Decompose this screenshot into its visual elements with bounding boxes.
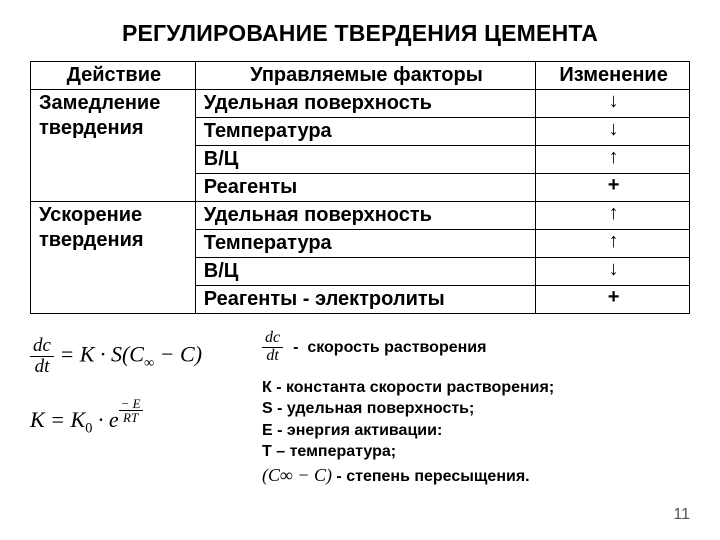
factor-cell: Удельная поверхность bbox=[195, 90, 535, 118]
legend-line: S - удельная поверхность; bbox=[262, 398, 690, 420]
legend: К - константа скорости растворения; S - … bbox=[262, 377, 690, 488]
page-title: РЕГУЛИРОВАНИЕ ТВЕРДЕНИЯ ЦЕМЕНТА bbox=[30, 20, 690, 47]
change-cell: ↑ bbox=[536, 202, 690, 230]
explanation-block: dc dt - скорость растворения К - констан… bbox=[262, 330, 690, 488]
formulas-block: dc dt = K · S(C∞ − C) K = K0 · e− ERT bbox=[30, 330, 240, 437]
change-cell: + bbox=[536, 286, 690, 314]
table-row: Замедление тверденияУдельная поверхность… bbox=[31, 90, 690, 118]
col-header: Изменение bbox=[536, 62, 690, 90]
exp-sign: − bbox=[121, 396, 130, 411]
action-cell: Замедление твердения bbox=[31, 90, 196, 202]
change-cell: ↓ bbox=[536, 118, 690, 146]
factor-cell: Температура bbox=[195, 230, 535, 258]
legend-line: К - константа скорости растворения; bbox=[262, 377, 690, 399]
factor-cell: В/Ц bbox=[195, 146, 535, 174]
rate-equation: dc dt = K · S(C∞ − C) bbox=[30, 336, 240, 377]
legend-expr: (C∞ − C) bbox=[262, 465, 332, 485]
rate-label-row: dc dt - скорость растворения bbox=[262, 330, 690, 365]
arrh-mid: · e bbox=[92, 407, 118, 432]
arrhenius-equation: K = K0 · e− ERT bbox=[30, 407, 240, 437]
sub-inf: ∞ bbox=[144, 355, 154, 371]
bottom-section: dc dt = K · S(C∞ − C) K = K0 · e− ERT dc… bbox=[30, 330, 690, 488]
factor-cell: Реагенты bbox=[195, 174, 535, 202]
col-header: Действие bbox=[31, 62, 196, 90]
factor-cell: Реагенты - электролиты bbox=[195, 286, 535, 314]
change-cell: ↓ bbox=[536, 90, 690, 118]
factor-cell: Удельная поверхность bbox=[195, 202, 535, 230]
legend-line: Е - энергия активации: bbox=[262, 420, 690, 442]
frac-den: dt bbox=[30, 357, 54, 377]
exp-den: RT bbox=[119, 411, 143, 424]
action-cell: Ускорение твердения bbox=[31, 202, 196, 314]
factor-cell: Температура bbox=[195, 118, 535, 146]
arrh-lhs: K = K bbox=[30, 407, 85, 432]
legend-line: (C∞ − C) - степень пересыщения. bbox=[262, 463, 690, 488]
factors-table: ДействиеУправляемые факторыИзменениеЗаме… bbox=[30, 61, 690, 314]
change-cell: ↓ bbox=[536, 258, 690, 286]
frac-num-small: dc bbox=[262, 330, 283, 348]
factor-cell: В/Ц bbox=[195, 258, 535, 286]
change-cell: ↑ bbox=[536, 230, 690, 258]
col-header: Управляемые факторы bbox=[195, 62, 535, 90]
rate-label: - скорость растворения bbox=[293, 337, 486, 359]
frac-den-small: dt bbox=[262, 348, 283, 365]
eq-mid: = K · S(C bbox=[59, 341, 144, 366]
legend-line: Т – температура; bbox=[262, 441, 690, 463]
change-cell: + bbox=[536, 174, 690, 202]
frac-num: dc bbox=[30, 336, 54, 357]
table-row: Ускорение тверденияУдельная поверхность↑ bbox=[31, 202, 690, 230]
legend-tail: - степень пересыщения. bbox=[332, 468, 530, 485]
change-cell: ↑ bbox=[536, 146, 690, 174]
page-number: 11 bbox=[673, 506, 690, 524]
eq-tail: − C) bbox=[154, 341, 202, 366]
exp-num: E bbox=[133, 396, 141, 411]
